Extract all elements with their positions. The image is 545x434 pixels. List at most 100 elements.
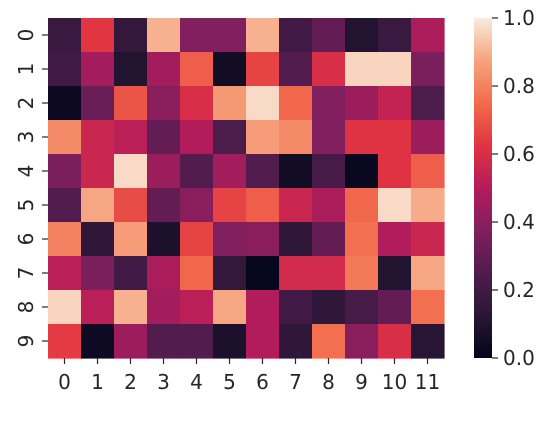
heatmap-cell-r0-c7 <box>279 18 313 53</box>
y-tick-label-8: 8 <box>14 301 38 314</box>
heatmap-cell-r9-c7 <box>279 324 313 359</box>
heatmap-cells <box>48 18 445 359</box>
x-tick-label-4: 4 <box>190 370 203 394</box>
heatmap-cell-r4-c2 <box>114 154 148 189</box>
heatmap-cell-r6-c3 <box>147 222 181 257</box>
heatmap-cell-r9-c8 <box>312 324 346 359</box>
heatmap-cell-r7-c11 <box>411 256 445 291</box>
heatmap-cell-r2-c0 <box>48 86 82 121</box>
x-tick-label-9: 9 <box>355 370 368 394</box>
y-tick-label-4: 4 <box>14 165 38 178</box>
heatmap-cell-r3-c1 <box>81 120 115 155</box>
heatmap-cell-r9-c11 <box>411 324 445 359</box>
x-tick-label-0: 0 <box>58 370 71 394</box>
colorbar <box>474 18 492 358</box>
heatmap-cell-r4-c6 <box>246 154 280 189</box>
heatmap-cell-r4-c11 <box>411 154 445 189</box>
heatmap-cell-r6-c4 <box>180 222 214 257</box>
heatmap-cell-r5-c8 <box>312 188 346 223</box>
heatmap-cell-r0-c3 <box>147 18 181 53</box>
heatmap-cell-r3-c9 <box>345 120 379 155</box>
heatmap-cell-r2-c2 <box>114 86 148 121</box>
heatmap-cell-r0-c2 <box>114 18 148 53</box>
y-tick-label-6: 6 <box>14 233 38 246</box>
heatmap-cell-r3-c2 <box>114 120 148 155</box>
heatmap-cell-r6-c6 <box>246 222 280 257</box>
heatmap-cell-r3-c10 <box>378 120 412 155</box>
heatmap-cell-r3-c7 <box>279 120 313 155</box>
heatmap-cell-r2-c3 <box>147 86 181 121</box>
heatmap-cell-r4-c8 <box>312 154 346 189</box>
x-tick-label-5: 5 <box>223 370 236 394</box>
y-axis-ticks: 0 1 2 3 4 5 6 7 8 9 <box>14 29 48 347</box>
heatmap-cell-r4-c1 <box>81 154 115 189</box>
heatmap-cell-r6-c5 <box>213 222 247 257</box>
heatmap-cell-r4-c9 <box>345 154 379 189</box>
heatmap-cell-r4-c7 <box>279 154 313 189</box>
heatmap-cell-r2-c7 <box>279 86 313 121</box>
heatmap-cell-r8-c10 <box>378 290 412 325</box>
heatmap-cell-r5-c3 <box>147 188 181 223</box>
colorbar-tick-label-0: 0.0 <box>503 346 535 370</box>
y-tick-label-0: 0 <box>14 29 38 42</box>
heatmap-cell-r0-c1 <box>81 18 115 53</box>
heatmap-cell-r1-c9 <box>345 52 379 87</box>
heatmap-cell-r8-c9 <box>345 290 379 325</box>
heatmap-cell-r0-c0 <box>48 18 82 53</box>
heatmap-cell-r7-c3 <box>147 256 181 291</box>
heatmap-cell-r5-c9 <box>345 188 379 223</box>
heatmap-cell-r9-c10 <box>378 324 412 359</box>
heatmap-cell-r5-c11 <box>411 188 445 223</box>
heatmap-cell-r3-c4 <box>180 120 214 155</box>
heatmap-cell-r0-c5 <box>213 18 247 53</box>
heatmap-cell-r6-c11 <box>411 222 445 257</box>
heatmap-cell-r5-c10 <box>378 188 412 223</box>
heatmap-cell-r1-c6 <box>246 52 280 87</box>
colorbar-tick-label-1: 0.2 <box>503 278 535 302</box>
heatmap-cell-r4-c10 <box>378 154 412 189</box>
heatmap-cell-r8-c5 <box>213 290 247 325</box>
heatmap-cell-r3-c3 <box>147 120 181 155</box>
heatmap-cell-r8-c8 <box>312 290 346 325</box>
heatmap-cell-r5-c4 <box>180 188 214 223</box>
heatmap-cell-r0-c9 <box>345 18 379 53</box>
heatmap-cell-r1-c10 <box>378 52 412 87</box>
heatmap-cell-r1-c3 <box>147 52 181 87</box>
heatmap-cell-r0-c4 <box>180 18 214 53</box>
heatmap-cell-r2-c4 <box>180 86 214 121</box>
y-tick-label-2: 2 <box>14 97 38 110</box>
y-tick-label-5: 5 <box>14 199 38 212</box>
y-tick-label-1: 1 <box>14 63 38 76</box>
heatmap-cell-r5-c7 <box>279 188 313 223</box>
heatmap-cell-r1-c5 <box>213 52 247 87</box>
heatmap-cell-r3-c8 <box>312 120 346 155</box>
heatmap-cell-r0-c11 <box>411 18 445 53</box>
heatmap-cell-r4-c0 <box>48 154 82 189</box>
heatmap-cell-r5-c5 <box>213 188 247 223</box>
x-tick-label-11: 11 <box>415 370 440 394</box>
heatmap-cell-r1-c11 <box>411 52 445 87</box>
heatmap-cell-r7-c4 <box>180 256 214 291</box>
heatmap-cell-r8-c0 <box>48 290 82 325</box>
heatmap-cell-r6-c2 <box>114 222 148 257</box>
heatmap-cell-r7-c2 <box>114 256 148 291</box>
heatmap-cell-r9-c0 <box>48 324 82 359</box>
heatmap-cell-r3-c11 <box>411 120 445 155</box>
x-tick-label-7: 7 <box>289 370 302 394</box>
heatmap-cell-r3-c6 <box>246 120 280 155</box>
x-tick-label-1: 1 <box>91 370 104 394</box>
heatmap-cell-r3-c5 <box>213 120 247 155</box>
heatmap-cell-r4-c5 <box>213 154 247 189</box>
heatmap-cell-r9-c9 <box>345 324 379 359</box>
colorbar-ticks: 0.0 0.2 0.4 0.6 0.8 1.0 <box>492 6 535 370</box>
heatmap-cell-r2-c5 <box>213 86 247 121</box>
colorbar-tick-label-2: 0.4 <box>503 210 535 234</box>
heatmap-cell-r8-c7 <box>279 290 313 325</box>
heatmap-cell-r4-c3 <box>147 154 181 189</box>
heatmap-cell-r7-c9 <box>345 256 379 291</box>
heatmap-cell-r5-c0 <box>48 188 82 223</box>
heatmap-cell-r1-c7 <box>279 52 313 87</box>
heatmap-cell-r1-c2 <box>114 52 148 87</box>
colorbar-gradient <box>474 18 492 358</box>
